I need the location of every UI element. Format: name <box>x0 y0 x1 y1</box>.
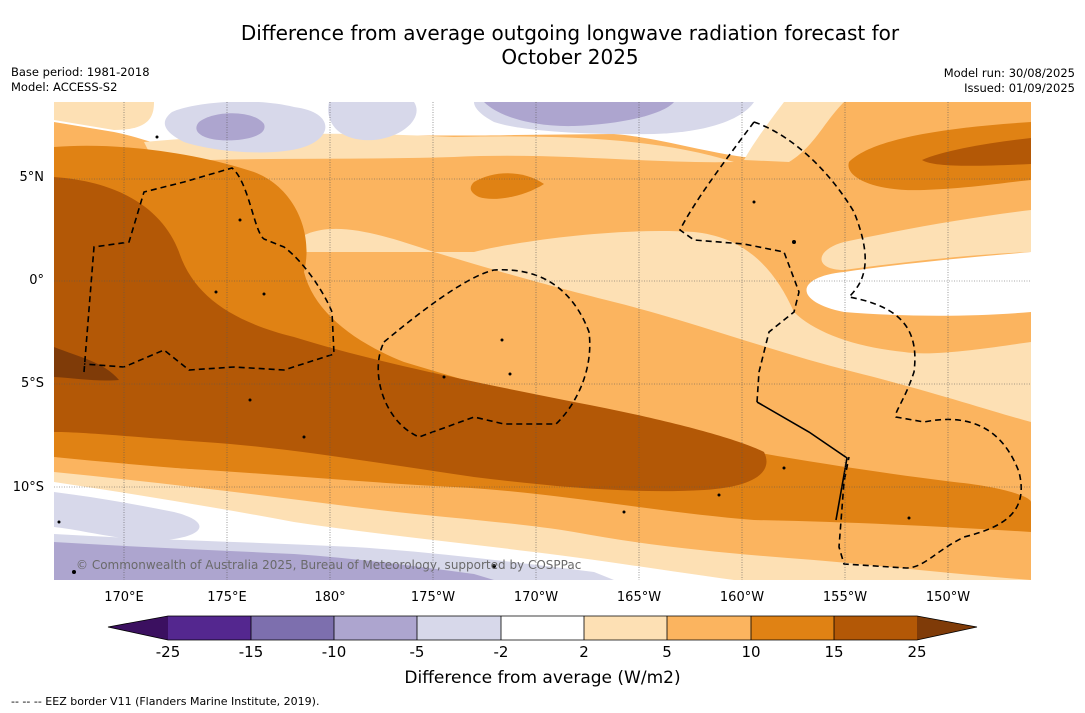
eez-solid-border <box>756 401 848 521</box>
title-line-1: Difference from average outgoing longwav… <box>240 21 900 45</box>
contour-ne-15-25 <box>922 138 1031 166</box>
lon-label-165w: 165°W <box>616 590 662 605</box>
graticule <box>54 102 1031 580</box>
lon-label-160w: 160°W <box>719 590 765 605</box>
lon-label-175w: 175°W <box>410 590 456 605</box>
colorbar-swatch-2 <box>251 616 334 640</box>
lat-label-0: 0° <box>29 273 44 288</box>
colorbar-swatch-under <box>108 616 168 640</box>
colorbar-swatch-7 <box>667 616 751 640</box>
model-name: Model: ACCESS-S2 <box>11 79 118 94</box>
eez-legend-note: -- -- -- EEZ border V11 (Flanders Marine… <box>11 695 320 708</box>
colorbar <box>107 615 978 641</box>
issued-date: Issued: 01/09/2025 <box>964 80 1075 95</box>
colorbar-outline <box>107 615 978 641</box>
contour-south-neg-1 <box>54 492 200 541</box>
contour-north-neg-5 <box>484 102 674 127</box>
anomaly-map <box>54 102 1031 580</box>
lon-label-150w: 150°W <box>925 590 971 605</box>
colorbar-tick: 15 <box>824 643 844 661</box>
contour-east-pale <box>821 210 1031 270</box>
colorbar-tick: -25 <box>155 643 181 661</box>
colorbar-swatch-over <box>917 616 977 640</box>
contour-small-cell <box>470 173 544 199</box>
lat-label-5n: 5°N <box>19 170 45 185</box>
colorbar-tick: 2 <box>579 643 589 661</box>
lon-label-170w: 170°W <box>513 590 559 605</box>
colorbar-tick: -10 <box>321 643 347 661</box>
colorbar-tick: -2 <box>493 643 509 661</box>
copyright-watermark: © Commonwealth of Australia 2025, Bureau… <box>76 558 582 572</box>
model-run: Model run: 30/08/2025 <box>943 66 1075 80</box>
colorbar-swatch-3 <box>334 616 417 640</box>
contour-north-pale-2 <box>744 102 844 162</box>
contour-west-25plus <box>54 347 119 381</box>
contour-central-pale <box>284 228 1031 422</box>
contour-north-neg-3 <box>328 102 417 141</box>
colorbar-swatch-6 <box>584 616 667 640</box>
meta-left: Base period: 1981-2018 Model: ACCESS-S2 <box>11 65 150 94</box>
lon-label-170e: 170°E <box>104 590 144 605</box>
colorbar-swatch-5 <box>501 616 584 640</box>
colorbar-swatch-4 <box>417 616 501 640</box>
lon-label-180: 180° <box>314 590 346 605</box>
colorbar-swatch-1 <box>168 616 251 640</box>
colorbar-tick: -15 <box>238 643 264 661</box>
meta-right: Model run: 30/08/2025 Issued: 01/09/2025 <box>944 66 1075 95</box>
map-title: Difference from average outgoing longwav… <box>0 21 1085 69</box>
colorbar-tick: -5 <box>409 643 425 661</box>
contour-north-pale-1 <box>54 102 154 130</box>
colorbar-swatch-8 <box>751 616 834 640</box>
title-line-2: October 2025 <box>501 45 639 69</box>
lat-label-5s: 5°S <box>20 376 44 391</box>
colorbar-label: Difference from average (W/m2) <box>404 668 681 688</box>
colorbar-swatch-9 <box>834 616 917 640</box>
colorbar-tick: 10 <box>741 643 761 661</box>
contour-west-15-25 <box>54 177 767 492</box>
colorbar-tick: 25 <box>907 643 927 661</box>
eez-borders <box>83 121 1022 569</box>
contour-north-neg-2 <box>196 113 265 141</box>
base-period: Base period: 1981-2018 <box>11 65 150 79</box>
lon-label-155w: 155°W <box>822 590 868 605</box>
colorbar-tick: 5 <box>662 643 672 661</box>
contour-south-neg-3 <box>54 542 494 580</box>
lon-label-175e: 175°E <box>207 590 247 605</box>
island-markers <box>57 135 911 574</box>
lat-label-10s: 10°S <box>12 480 44 495</box>
